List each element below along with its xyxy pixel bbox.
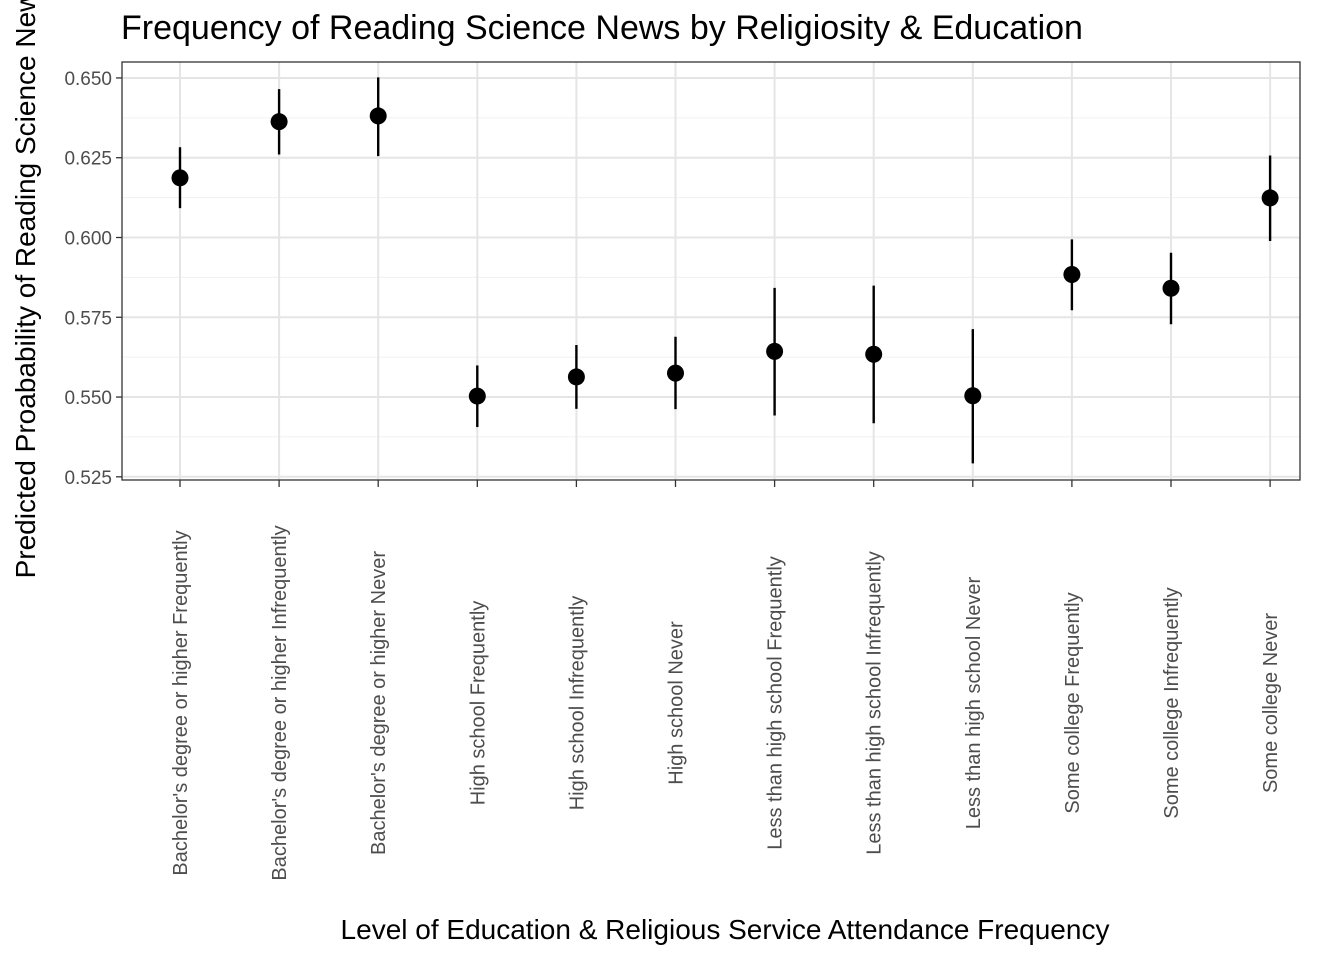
x-tick-label: Some college Infrequently [1161,587,1183,818]
data-point [270,113,288,131]
data-point [567,368,585,386]
data-point [468,387,486,405]
y-tick-label: 0.525 [64,468,112,489]
x-tick-label: Less than high school Never [963,576,985,829]
x-tick-label: Less than high school Infrequently [864,551,886,855]
x-tick-label: Some college Frequently [1062,592,1084,813]
data-point [171,169,189,187]
y-axis-title: Predicted Proabability of Reading Scienc… [10,0,41,578]
x-tick-label: Bachelor's degree or higher Frequently [170,530,192,875]
axes: 0.525 0.550 0.575 0.600 0.625 0.650 Bachelor's… [64,69,1282,881]
data-point [865,345,883,363]
data-point [766,342,784,360]
y-tick-label: 0.600 [64,228,112,249]
x-tick-label: High school Frequently [467,601,489,806]
data-point [1261,189,1279,207]
data-point [369,107,387,125]
x-axis-title: Level of Education & Religious Service A… [341,914,1110,945]
y-tick-label: 0.550 [64,388,112,409]
x-tick-label: High school Infrequently [566,596,588,811]
x-tick-label: Less than high school Frequently [765,556,787,850]
chart-title: Frequency of Reading Science News by Rel… [121,9,1083,47]
y-tick-label: 0.575 [64,308,112,329]
data-point [1063,266,1081,284]
data-point [667,364,684,382]
x-tick-label: Some college Never [1260,613,1282,793]
x-tick-label: High school Never [666,621,688,785]
y-tick-label: 0.625 [64,149,112,170]
y-tick-label: 0.650 [64,69,112,90]
panel-border [121,61,1301,481]
x-tick-label: Bachelor's degree or higher Never [368,551,390,855]
x-tick-label: Bachelor's degree or higher Infrequently [269,525,291,880]
data-point [1162,279,1180,297]
data-layer [171,77,1279,464]
data-point [964,387,982,405]
